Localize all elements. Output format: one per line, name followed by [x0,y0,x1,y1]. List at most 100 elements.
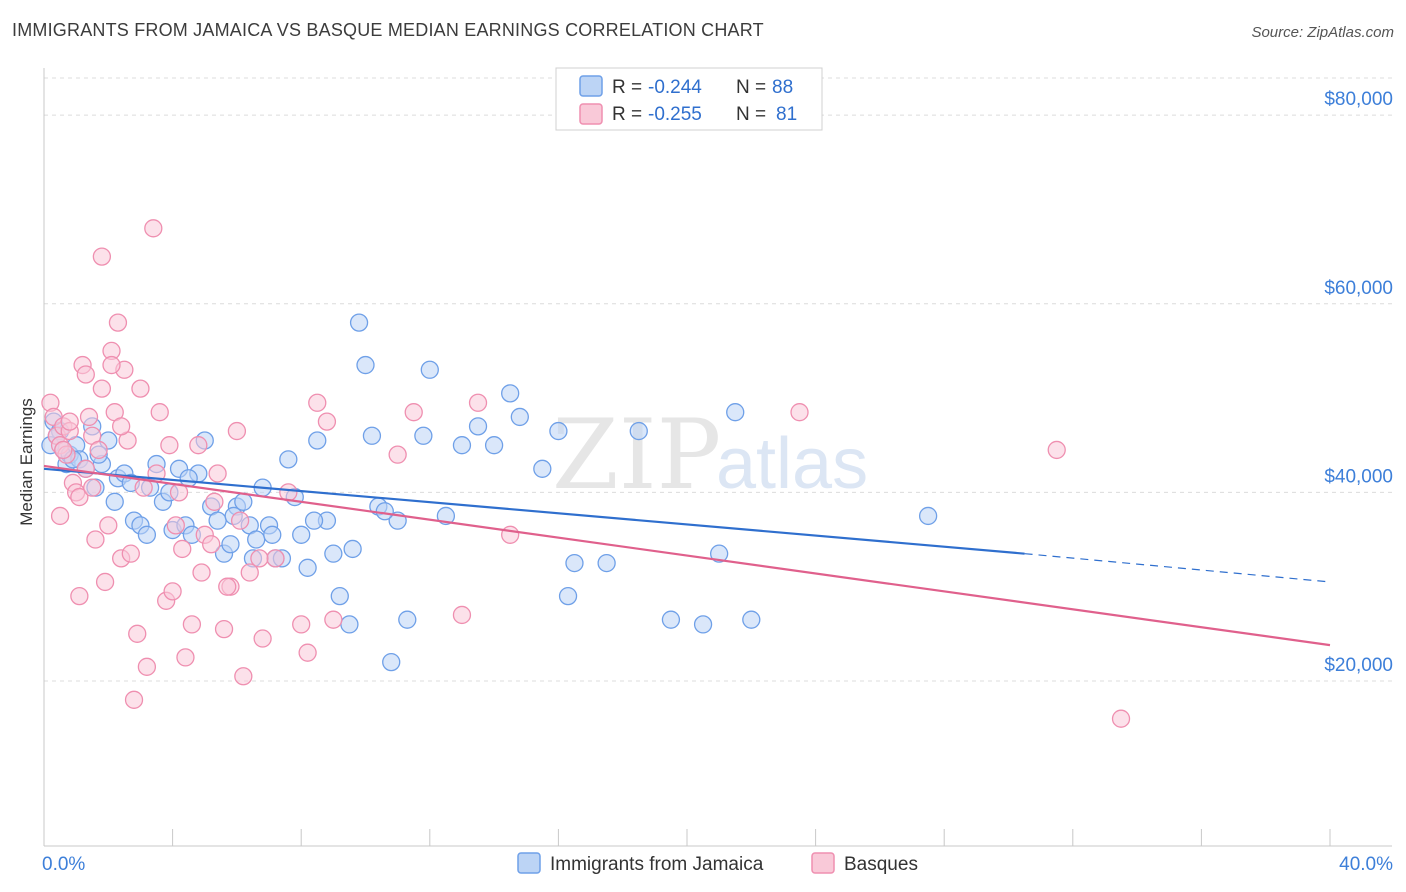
point-0-60 [501,384,520,403]
series-basques-points [41,219,1131,728]
point-1-58 [1111,709,1131,728]
point-0-81 [263,525,282,544]
point-0-54 [398,610,417,629]
point-1-16 [92,379,112,398]
legend-n-value-1: 81 [776,104,797,125]
point-0-13 [105,492,124,511]
point-1-76 [70,586,89,606]
legend-r-value-1: -0.255 [648,104,702,125]
point-1-60 [50,506,70,526]
source-credit: Source: ZipAtlas.com [1251,24,1394,41]
y-axis-label: Median Earnings [17,398,36,526]
point-1-64 [173,539,192,559]
y-tick-label-0: $20,000 [1324,655,1393,676]
point-1-25 [124,690,144,709]
point-0-42 [298,558,317,577]
point-0-34 [247,530,266,549]
point-1-38 [208,464,227,483]
point-1-35 [189,436,208,455]
point-1-59 [92,247,112,266]
point-0-30 [221,535,240,554]
point-1-41 [227,421,247,441]
point-0-68 [661,610,681,629]
bottom-legend-swatch-basques[interactable] [811,852,835,874]
point-1-55 [501,525,520,544]
point-0-67 [629,421,648,441]
point-1-80 [112,417,131,436]
point-1-27 [137,657,157,676]
bottom-legend-label-basques[interactable]: Basques [844,854,918,875]
point-0-43 [308,431,327,450]
point-0-59 [484,436,504,455]
point-1-57 [1047,440,1066,460]
point-1-43 [240,563,259,582]
point-1-65 [205,492,224,511]
point-1-37 [202,535,221,554]
grid-lines [44,77,1392,682]
point-1-45 [266,549,285,568]
watermark: ZIP atlas [552,399,868,511]
point-0-46 [330,586,349,606]
legend-box: R = -0.244 N = 88 R = -0.255 N = 81 [555,67,823,131]
point-0-47 [340,615,359,634]
trend-line-extension-0 [1024,553,1331,583]
y-tick-label-3: $80,000 [1324,89,1393,110]
point-1-54 [468,393,488,412]
x-tick-label-min: 0.0% [42,854,85,875]
point-1-68 [250,549,269,568]
point-1-74 [166,516,185,535]
point-0-57 [452,436,472,455]
point-0-84 [375,502,394,521]
point-1-72 [102,355,121,375]
trend-line-1 [43,464,1331,647]
point-0-86 [137,525,157,544]
point-1-67 [230,511,250,530]
point-1-62 [121,544,140,563]
point-0-70 [710,544,729,563]
trend-lines [43,464,1331,647]
point-0-82 [343,539,362,559]
watermark-zip: ZIP [552,399,721,511]
point-0-69 [693,615,713,634]
chart-title: IMMIGRANTS FROM JAMAICA VS BASQUE MEDIAN… [12,20,764,40]
point-0-87 [304,511,324,530]
bottom-legend: Immigrants from Jamaica Basques [517,852,918,875]
point-1-26 [131,379,150,398]
point-1-18 [99,516,118,535]
point-1-14 [86,530,105,549]
point-1-29 [150,403,169,422]
point-1-31 [163,582,182,601]
point-1-63 [160,436,179,455]
point-1-42 [234,667,253,686]
point-1-48 [308,393,327,412]
bottom-legend-label-jamaica[interactable]: Immigrants from Jamaica [550,854,764,875]
point-1-46 [292,615,311,634]
point-0-64 [558,586,578,606]
point-0-71 [726,403,745,422]
point-1-56 [790,403,809,422]
point-0-49 [356,355,375,375]
point-1-9 [70,487,89,507]
point-0-48 [349,313,369,332]
legend-swatch-jamaica [579,75,603,97]
point-0-61 [510,407,529,427]
legend-swatch-basques [579,103,603,125]
point-0-45 [324,544,343,563]
point-1-28 [144,219,163,238]
axes [43,68,1392,847]
point-1-47 [298,643,317,662]
y-tick-label-1: $40,000 [1324,466,1393,487]
point-0-63 [549,421,568,441]
y-tick-label-2: $60,000 [1324,278,1393,299]
point-0-73 [918,506,938,526]
bottom-legend-swatch-jamaica[interactable] [517,852,541,874]
point-0-83 [436,506,456,526]
legend-r-value-0: -0.244 [648,77,702,98]
point-1-50 [324,610,343,629]
point-0-55 [414,426,433,445]
point-1-75 [128,624,147,643]
point-1-33 [176,648,195,667]
watermark-atlas: atlas [716,424,868,504]
point-0-28 [208,511,227,530]
